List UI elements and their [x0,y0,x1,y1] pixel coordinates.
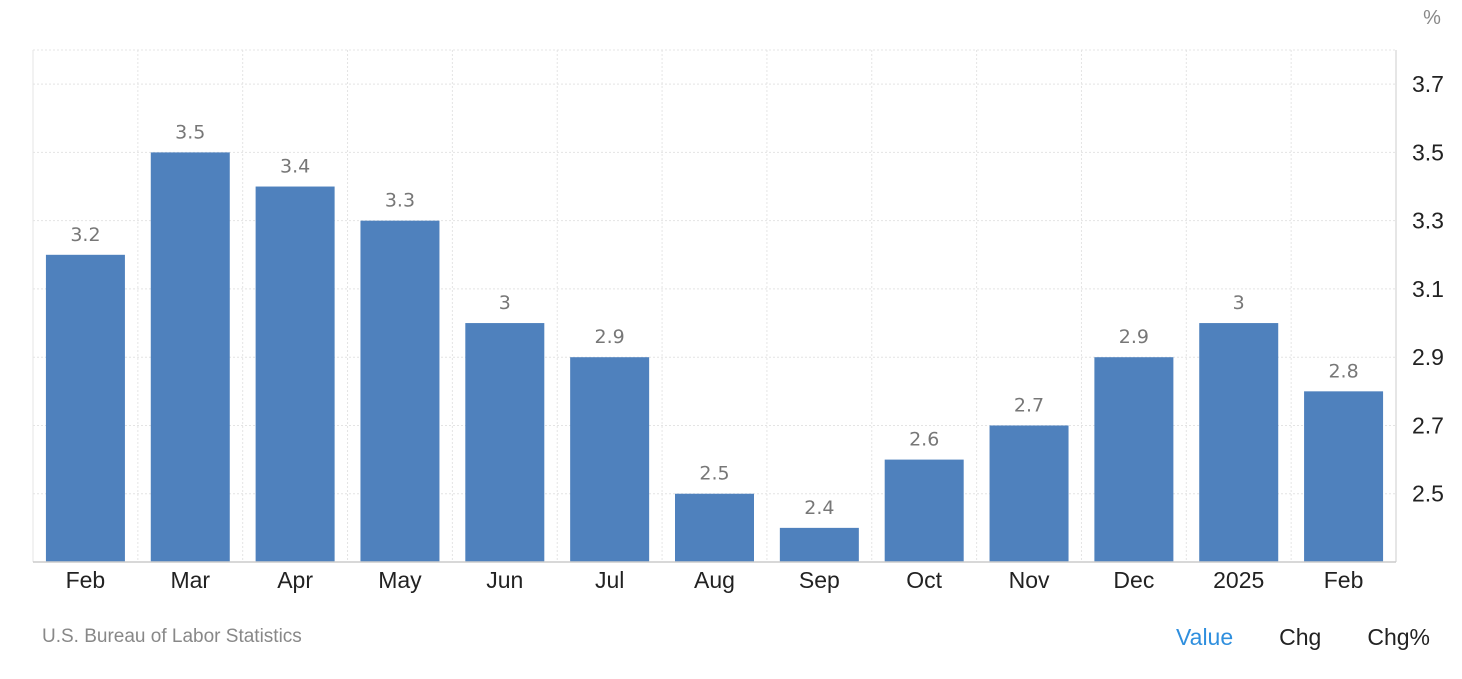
bar[interactable] [779,527,859,562]
y-tick-label: 2.7 [1412,412,1444,438]
x-tick-label: May [378,567,422,593]
x-tick-label: Sep [799,567,840,593]
bar[interactable] [884,459,964,562]
x-axis: Feb Mar Apr May Jun Jul Aug Sep Oct Nov Dec 2025 Feb [33,561,1396,593]
y-axis: 2.5 2.7 2.9 3.1 3.3 3.5 3.7 [1395,50,1444,562]
y-tick-label: 2.5 [1412,481,1444,507]
bar-value-label: 3.5 [175,121,205,143]
bars [45,152,1384,563]
bar[interactable] [465,323,545,562]
x-tick-label: Jul [595,567,624,593]
x-tick-label: Nov [1009,567,1050,593]
x-tick-label: Jun [486,567,523,593]
grid-lines [32,49,1396,562]
bar-value-label: 3.4 [280,156,310,178]
x-tick-label: Dec [1113,567,1154,593]
x-tick-label: Apr [277,567,313,593]
x-tick-label: Oct [906,567,942,593]
x-tick-label: Feb [1324,567,1364,593]
y-tick-label: 3.1 [1412,276,1444,302]
bar-value-label: 2.8 [1328,360,1358,382]
bar-value-label: 2.6 [909,429,939,451]
bar[interactable] [255,186,335,563]
bar[interactable] [360,220,440,562]
bar[interactable] [570,357,650,562]
bar-value-label: 2.7 [1014,394,1044,416]
source-label: U.S. Bureau of Labor Statistics [42,626,302,647]
bar-value-label: 2.9 [595,326,625,348]
data-labels: 3.2 3.5 3.4 3.3 3 2.9 2.5 2.4 2.6 2.7 2.9 3 2.8 [70,121,1358,518]
view-tabs: Value Chg Chg% [1100,624,1430,651]
bar-value-label: 2.4 [804,497,834,519]
bar[interactable] [150,152,230,562]
bar-value-label: 2.9 [1119,326,1149,348]
x-tick-label: Feb [66,567,106,593]
bar[interactable] [989,425,1069,562]
bar-value-label: 3 [499,292,511,314]
bar-value-label: 3.2 [70,224,100,246]
y-tick-label: 3.7 [1412,71,1444,97]
y-tick-label: 3.3 [1412,208,1444,234]
bar-value-label: 3 [1233,292,1245,314]
bar[interactable] [1199,323,1279,562]
x-tick-label: Mar [170,567,210,593]
x-tick-label: 2025 [1213,567,1264,593]
tab-chg[interactable]: Chg [1279,624,1322,650]
x-tick-label: Aug [694,567,735,593]
tab-value[interactable]: Value [1176,624,1234,650]
bar-value-label: 2.5 [699,463,729,485]
y-tick-label: 3.5 [1412,139,1444,165]
bar-value-label: 3.3 [385,190,415,212]
y-axis-unit-label: % [1423,7,1441,29]
bar[interactable] [1304,391,1384,562]
bar[interactable] [675,493,754,562]
bar[interactable] [1094,357,1174,562]
y-tick-label: 2.9 [1412,344,1444,370]
tab-chg-percent[interactable]: Chg% [1367,624,1430,650]
bar[interactable] [45,254,125,563]
